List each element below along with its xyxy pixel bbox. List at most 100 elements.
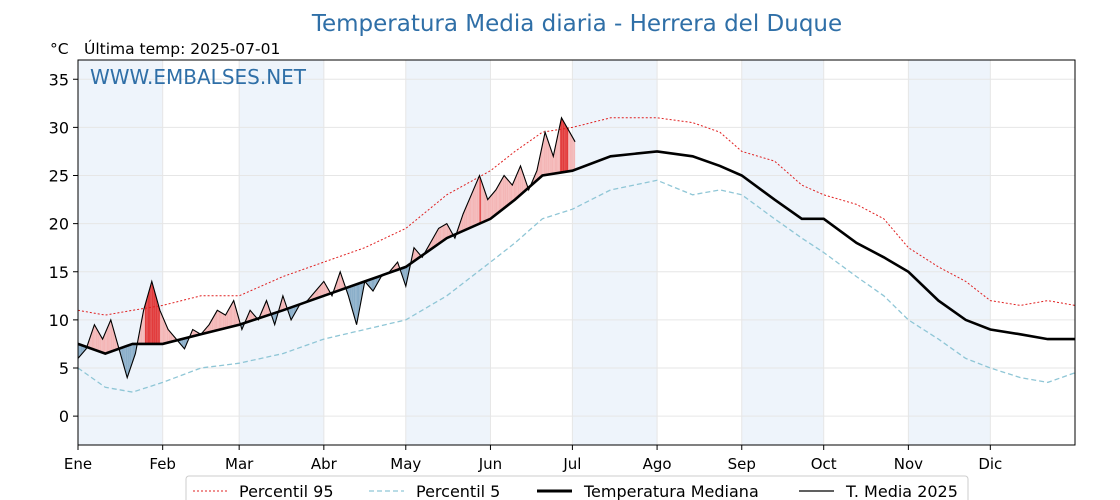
fill-above-median [112,324,114,352]
fill-below-median [295,305,297,313]
fill-above-median [265,300,267,317]
fill-above-median [211,317,214,332]
y-tick-label: 0 [59,407,69,426]
y-tick-label: 20 [49,215,69,234]
fill-above-median [498,182,501,213]
fill-above-median [251,311,253,321]
fill-above-median [442,225,445,241]
fill-above-median [108,323,110,353]
fill-above-median [217,310,219,331]
fill-above-median [572,137,574,171]
fill-above-median [467,201,469,230]
fill-above-median [500,180,502,212]
fill-above-median [547,140,550,175]
fill-below-median [273,312,275,325]
month-label: Ago [643,455,672,473]
fill-above-median [519,165,521,196]
fill-above-median [103,332,106,354]
fill-above-median [322,281,324,297]
fill-above-median [565,124,567,172]
fill-below-median [128,344,130,374]
fill-above-median [213,315,215,332]
fill-above-median [146,295,148,344]
fill-above-median [512,181,514,202]
fill-above-median [516,172,518,199]
fill-above-median [475,181,477,226]
fill-below-median [348,286,350,301]
fill-above-median [315,289,318,299]
fill-above-median [545,132,547,176]
fill-above-median [434,233,436,247]
series-line-p95 [77,117,1076,316]
fill-above-median [220,311,222,330]
fill-above-median [546,136,548,175]
month-label: Jul [562,455,581,473]
fill-above-median [415,249,417,261]
fill-above-median [486,195,488,221]
month-label: Nov [894,455,923,473]
fill-above-median [438,227,440,244]
fill-above-median [517,169,520,198]
fill-above-median [110,319,113,352]
fill-below-median [377,276,379,284]
fill-above-median [489,196,491,220]
fill-below-median [352,285,354,316]
fill-above-median [504,175,506,209]
month-band [78,60,163,445]
fill-above-median [97,329,99,352]
month-band [239,60,324,445]
fill-above-median [540,145,543,177]
fill-above-median [93,324,95,350]
fill-above-median [170,332,173,342]
fill-above-median [221,312,223,330]
fill-above-median [413,247,416,262]
fill-above-median [493,191,495,217]
fill-above-median [550,148,552,175]
fill-above-median [144,300,147,344]
unit-label: °C [50,40,69,58]
fill-above-median [215,310,218,331]
fill-above-median [561,117,563,173]
fill-above-median [482,183,484,223]
fill-below-median [129,344,132,370]
fill-below-median [371,278,374,291]
fill-above-median [573,139,576,171]
fill-above-median [542,138,544,176]
legend-p95-label: Percentil 95 [239,482,334,500]
fill-above-median [556,137,558,174]
fill-above-median [510,183,513,203]
fill-above-median [105,329,107,354]
fill-above-median [562,120,565,173]
fill-below-median [183,338,185,349]
fill-above-median [224,314,226,329]
fill-below-median [355,284,357,325]
fill-below-median [124,346,126,373]
series-line-2025 [77,116,576,380]
fill-above-median [495,187,498,215]
legend-median-label: Temperatura Mediana [583,482,759,500]
fill-above-median [169,331,171,343]
fill-above-median [549,144,551,175]
last-temp-label: Última temp: 2025-07-01 [84,39,280,58]
fill-above-median [474,185,476,227]
month-label: Abr [311,455,338,473]
fill-above-median [501,177,503,211]
fill-above-median [508,180,510,205]
fill-above-median [267,304,270,316]
fill-below-median [404,266,406,287]
fill-above-median [226,310,229,328]
fill-above-median [564,122,566,172]
fill-above-median [459,222,461,233]
fill-below-median [356,283,358,325]
legend-2025-label: T. Media 2025 [845,482,958,500]
fill-above-median [569,132,572,172]
fill-above-median [166,326,169,343]
fill-below-median [373,278,375,291]
fill-above-median [435,230,438,246]
series-line-p5 [77,179,1076,393]
fill-above-median [143,305,145,344]
fill-above-median [164,319,166,344]
fill-above-median [319,284,322,298]
fill-above-median [437,228,439,245]
fill-above-median [153,286,155,344]
